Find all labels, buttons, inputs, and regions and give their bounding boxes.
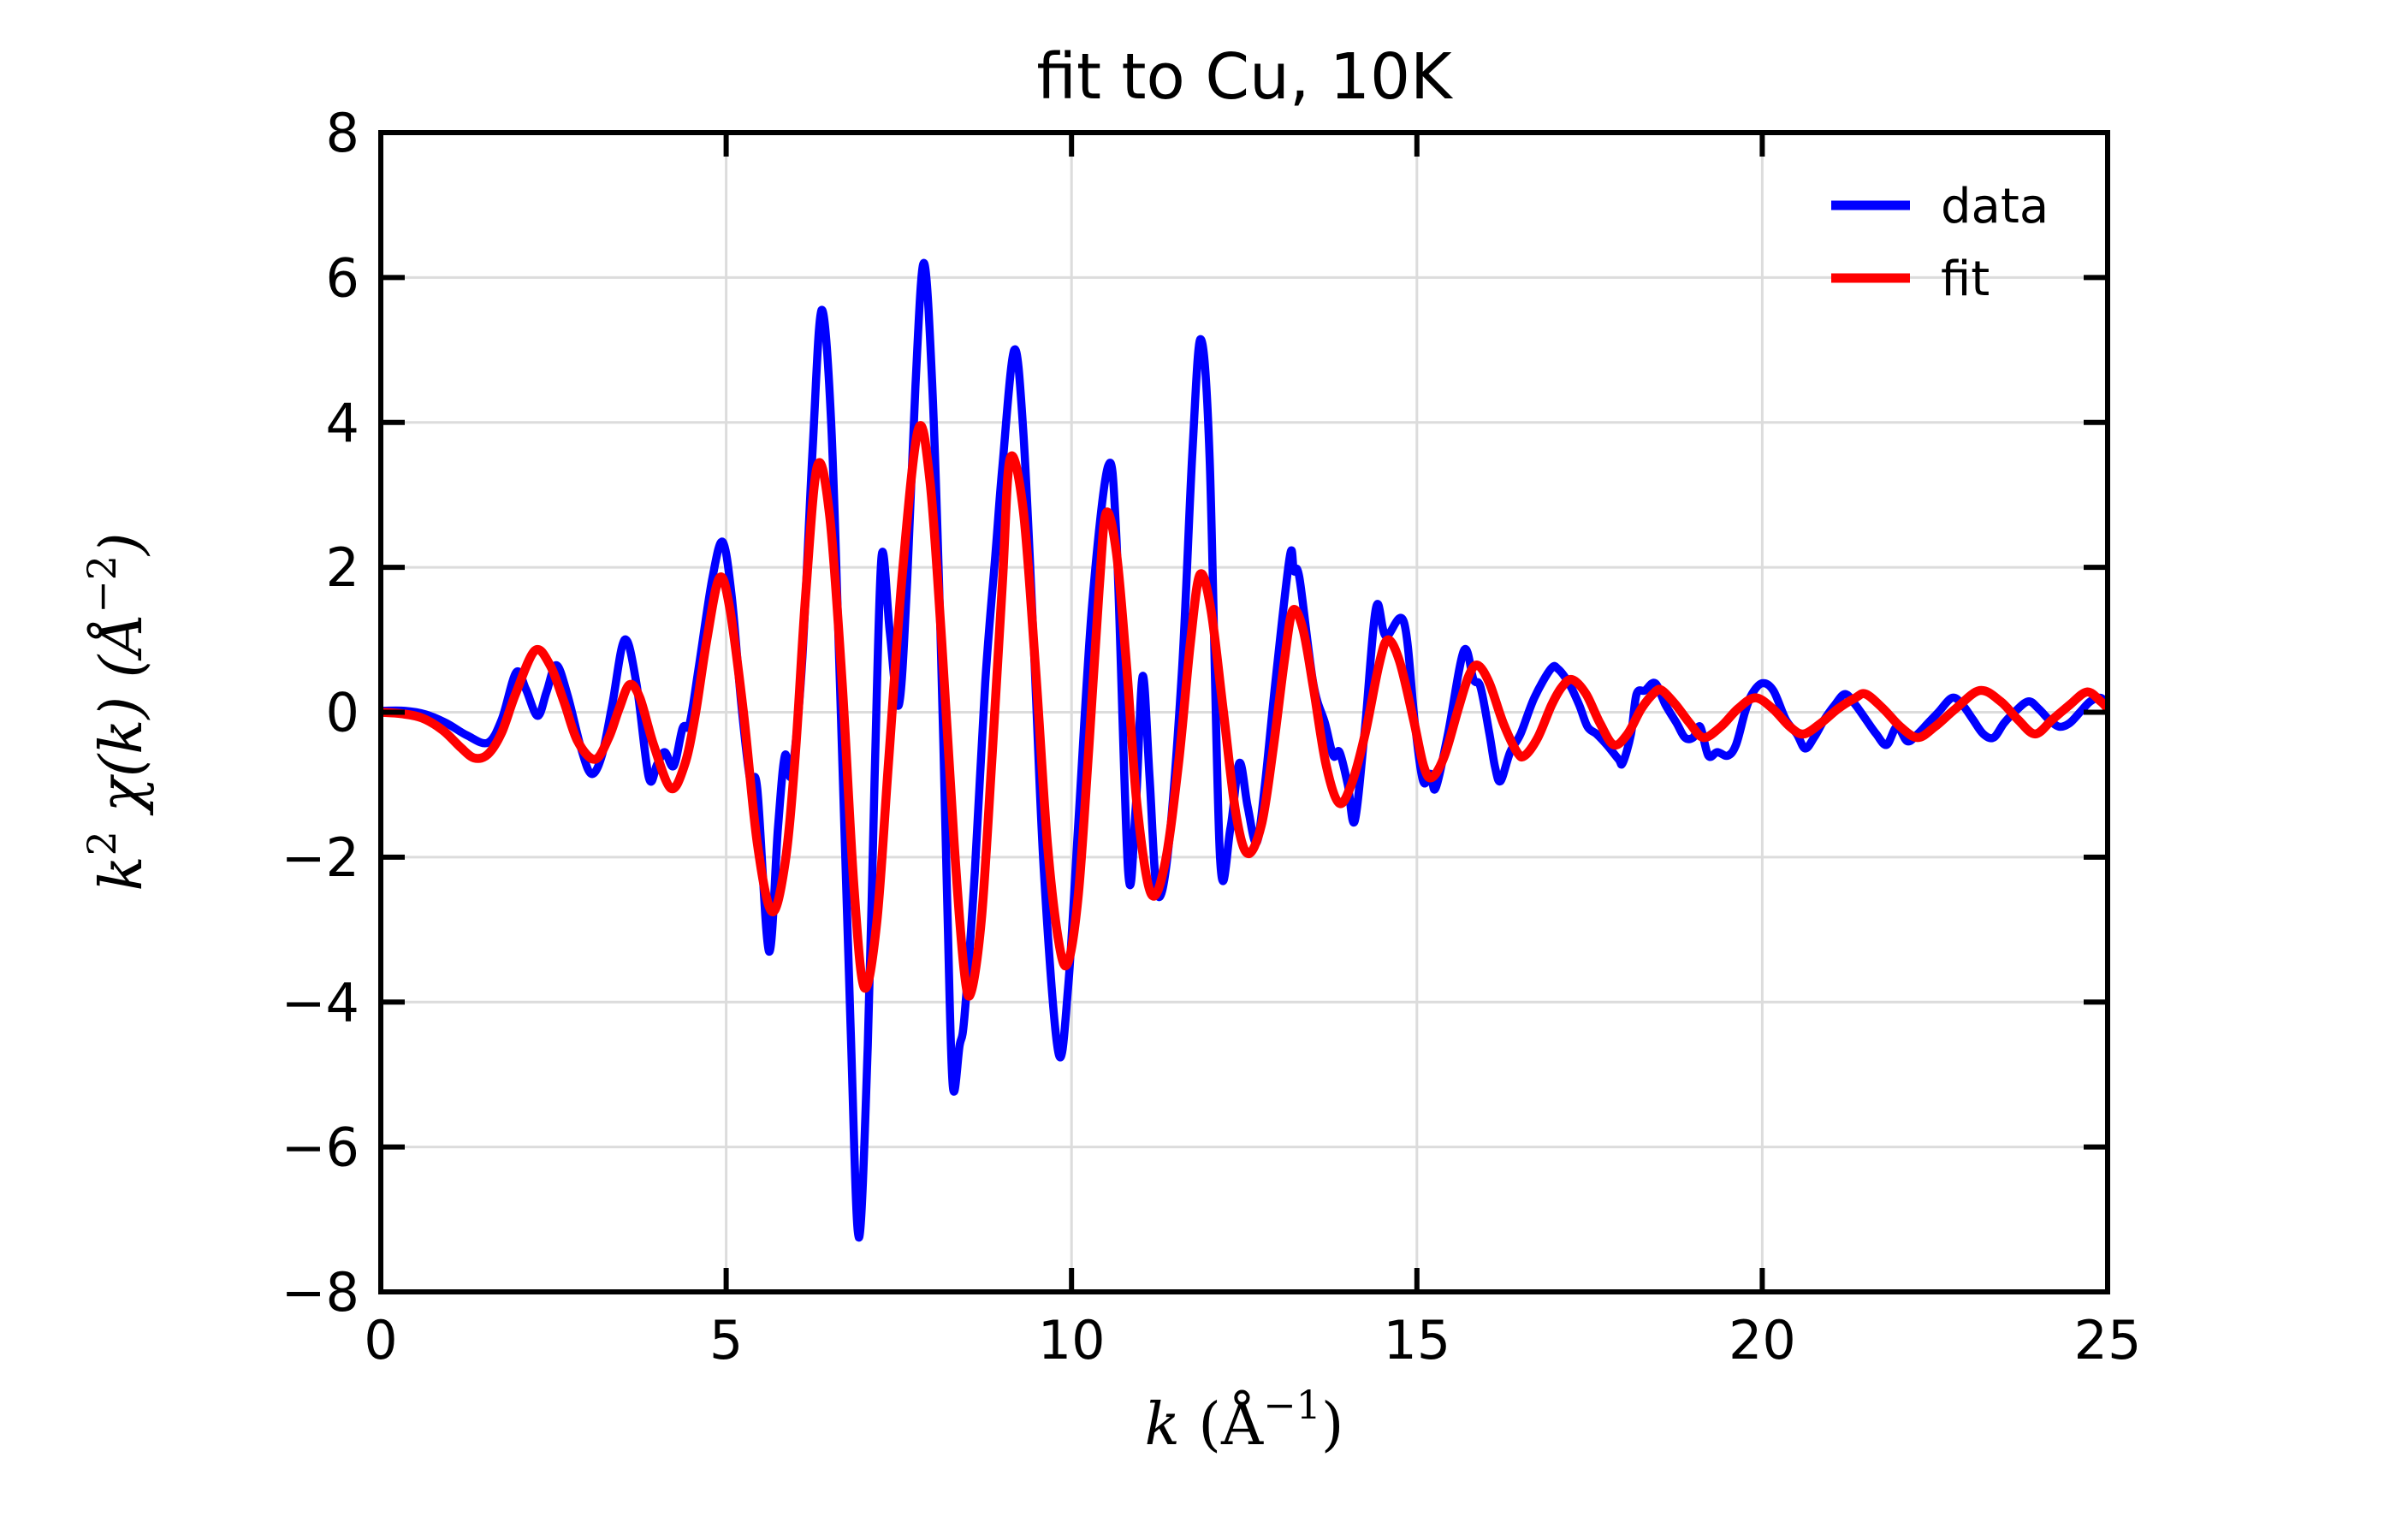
y-axis-label: k2 χ(k) (Å−2) [79, 532, 156, 891]
fit-series-line [381, 421, 2108, 1001]
tick-marks [378, 130, 2110, 1294]
legend-data-label: data [1941, 179, 2049, 234]
legend-fit-label: fit [1941, 252, 1990, 307]
x-tick-labels: 0 5 10 15 20 25 [364, 1309, 2141, 1371]
x-axis-label-symbol: k [1145, 1391, 1180, 1459]
y-tick-labels: −8 −6 −4 −2 0 2 4 6 8 [282, 102, 359, 1324]
y-axis-label-close: ) [88, 532, 156, 557]
y-axis-label-exponent2: −2 [79, 555, 125, 613]
y-tick-label: −4 [282, 971, 359, 1034]
y-tick-label: 0 [326, 682, 359, 744]
y-axis-label-chi: χ(k) (Å [87, 613, 156, 831]
x-axis-label-close: ) [1321, 1391, 1344, 1459]
y-tick-label: −2 [282, 826, 359, 889]
x-tick-label: 15 [1383, 1309, 1450, 1371]
y-tick-label: 8 [326, 102, 359, 164]
x-tick-label: 5 [709, 1309, 743, 1371]
y-tick-label: −6 [282, 1116, 359, 1179]
x-tick-label: 20 [1729, 1309, 1796, 1371]
data-series-line [381, 258, 2108, 1242]
x-tick-label: 10 [1038, 1309, 1106, 1371]
x-axis-label-unit: (Å [1180, 1390, 1264, 1459]
y-axis-label-exponent1: 2 [79, 831, 125, 856]
y-tick-label: −8 [282, 1261, 359, 1324]
x-axis-label: k (Å−1) [1145, 1382, 1344, 1459]
legend: data fit [1831, 179, 2049, 307]
y-tick-label: 4 [326, 392, 359, 454]
x-tick-label: 25 [2074, 1309, 2142, 1371]
chart-title: fit to Cu, 10K [1036, 40, 1454, 114]
y-axis-label-symbol: k [88, 856, 156, 891]
y-tick-label: 6 [326, 246, 359, 309]
y-tick-label: 2 [326, 536, 359, 599]
x-tick-label: 0 [364, 1309, 397, 1371]
x-axis-label-exponent: −1 [1263, 1382, 1321, 1428]
grid-lines [381, 133, 2108, 1292]
